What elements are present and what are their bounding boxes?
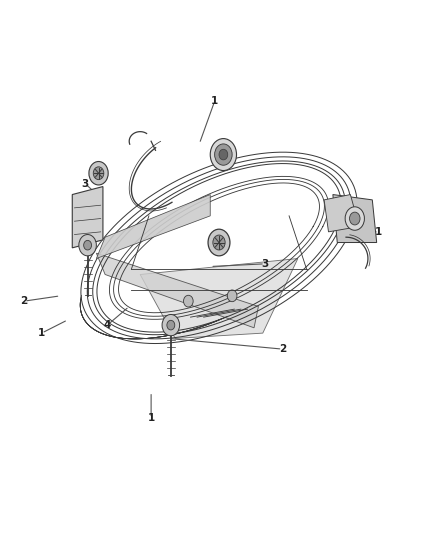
Polygon shape — [333, 195, 377, 243]
Circle shape — [219, 149, 228, 160]
Text: 4: 4 — [104, 320, 111, 330]
Circle shape — [227, 290, 237, 302]
Text: 3: 3 — [82, 179, 89, 189]
Polygon shape — [96, 195, 210, 259]
Circle shape — [213, 235, 225, 250]
Circle shape — [84, 240, 92, 250]
Text: 1: 1 — [375, 227, 382, 237]
Circle shape — [215, 144, 232, 165]
Circle shape — [162, 314, 180, 336]
Circle shape — [89, 161, 108, 185]
Text: 1: 1 — [38, 328, 45, 338]
Polygon shape — [140, 259, 298, 338]
Polygon shape — [324, 195, 359, 232]
Circle shape — [345, 207, 364, 230]
Circle shape — [350, 212, 360, 225]
Circle shape — [184, 295, 193, 307]
Text: 3: 3 — [261, 259, 268, 269]
Text: 2: 2 — [21, 296, 28, 306]
Circle shape — [167, 320, 175, 330]
Polygon shape — [72, 187, 103, 248]
Text: 1: 1 — [148, 414, 155, 423]
Text: 1: 1 — [211, 96, 218, 106]
Text: 2: 2 — [279, 344, 286, 354]
Circle shape — [93, 167, 104, 180]
Circle shape — [208, 229, 230, 256]
Circle shape — [79, 235, 96, 256]
Polygon shape — [96, 253, 258, 328]
Circle shape — [210, 139, 237, 171]
